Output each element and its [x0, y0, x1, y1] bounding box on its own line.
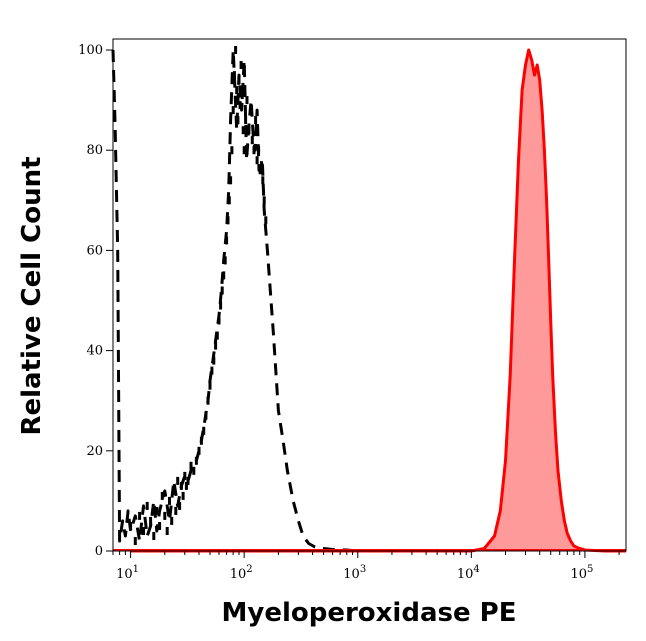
series-0-jitter-54	[240, 91, 244, 100]
series-0-jitter-31	[208, 381, 212, 390]
series-0-jitter-41	[225, 236, 229, 245]
series-0-jitter-62	[252, 146, 256, 155]
series-0-jitter-32	[210, 366, 214, 375]
series-0-jitter-29	[204, 411, 208, 420]
series-0-jitter-23	[189, 461, 193, 470]
series-0-jitter-35	[215, 331, 219, 340]
series-0-jitter-58	[245, 96, 249, 105]
x-axis-title: Myeloperoxidase PE	[222, 598, 517, 628]
series-0-jitter-46	[231, 106, 235, 115]
series-0-jitter-30	[206, 396, 210, 405]
series-0-jitter-57	[244, 116, 248, 125]
series-0-jitter-27	[199, 436, 203, 445]
series-0-line	[111, 48, 358, 553]
y-tick-label: 40	[86, 344, 103, 359]
series-0-jitter-28	[202, 426, 206, 435]
series-0-jitter-14	[172, 486, 176, 495]
x-tick-label: 105	[570, 564, 593, 582]
series-0-jitter-8	[158, 522, 162, 530]
series-0-jitter-7	[155, 506, 159, 515]
series-0-jitter-44	[229, 176, 233, 185]
series-1-fill	[130, 50, 626, 551]
series-0-jitter-18	[179, 481, 183, 490]
series-0-jitter-33	[212, 356, 216, 365]
series-0-jitter-59	[247, 126, 251, 135]
series-0-jitter-39	[222, 271, 226, 280]
series-0-jitter-67	[260, 161, 263, 170]
series-0-jitter-0	[129, 522, 133, 530]
series-0-jitter-25	[194, 456, 198, 465]
series-0-jitter-13	[170, 516, 174, 525]
series-0-jitter-22	[186, 476, 190, 485]
plot-frame	[112, 38, 627, 552]
series-0-jitter-60	[249, 106, 253, 115]
series-0-jitter-15	[174, 506, 178, 515]
series-0-jitter-17	[178, 501, 182, 510]
x-tick-label: 103	[343, 564, 366, 582]
series-0-jitter-42	[226, 216, 230, 225]
series-0-jitter-47	[232, 71, 236, 80]
series-0-jitter-19	[181, 491, 185, 500]
series-0-jitter-24	[192, 466, 196, 475]
series-0-jitter-16	[176, 476, 180, 485]
y-tick-label: 60	[86, 243, 103, 258]
series-0-jitter-56	[242, 146, 246, 155]
series-0-jitter-37	[219, 301, 223, 310]
series-0-jitter-40	[223, 256, 227, 265]
series-0-jitter-49	[235, 86, 239, 95]
series-0-jitter-11	[165, 527, 169, 535]
series-0-jitter-70	[264, 216, 268, 225]
series-0-jitter-51	[237, 76, 241, 85]
series-0-jitter-48	[234, 46, 238, 54]
y-axis-title: Relative Cell Count	[17, 156, 47, 435]
y-tick-label: 0	[95, 544, 103, 559]
series-0-jitter-12	[168, 496, 171, 505]
x-tick-label: 101	[116, 564, 139, 582]
series-0-jitter-4	[145, 501, 149, 510]
series-0-jitter-61	[250, 136, 254, 145]
series-0-jitter-53	[239, 61, 243, 69]
series-0-jitter-55	[241, 126, 245, 135]
series-0-jitter-20	[183, 471, 187, 480]
series-0-jitter-3	[142, 527, 145, 535]
axes: 0 20 40 60 80 100 101 102 103 104 105	[78, 38, 627, 582]
series-0-jitter-38	[220, 286, 224, 295]
series-0-jitter-1	[133, 537, 137, 545]
series-0-jitter-9	[160, 491, 164, 500]
series-0-jitter-63	[254, 116, 258, 125]
series-0-jitter-6	[152, 532, 156, 540]
series-0-jitter-2	[138, 511, 142, 520]
series-1-line	[130, 48, 626, 553]
series-0-jitter-64	[255, 156, 259, 165]
x-tick-label: 104	[457, 564, 480, 582]
plot-area	[111, 46, 626, 553]
series-0-jitter-52	[238, 101, 242, 110]
series-0-jitter-10	[163, 511, 167, 520]
series-0-jitter-66	[258, 166, 262, 175]
series-0-jitter-50	[236, 116, 240, 125]
series-0-jitter-26	[197, 446, 201, 455]
x-tick-label: 102	[230, 564, 253, 582]
series-0-jitter-5	[149, 516, 153, 525]
series-0-jitter-69	[262, 196, 266, 205]
series-0-jitter-34	[214, 341, 218, 350]
series-0-jitter-65	[257, 146, 261, 155]
series-0-jitter-21	[184, 481, 188, 490]
series-0-jitter-43	[227, 196, 231, 205]
series-0-jitter-68	[261, 176, 265, 185]
series-0-jitter-36	[217, 316, 221, 325]
y-tick-label: 20	[86, 444, 103, 459]
y-tick-label: 100	[78, 43, 103, 58]
y-tick-label: 80	[86, 143, 103, 158]
series-0-jitter-45	[230, 146, 234, 155]
